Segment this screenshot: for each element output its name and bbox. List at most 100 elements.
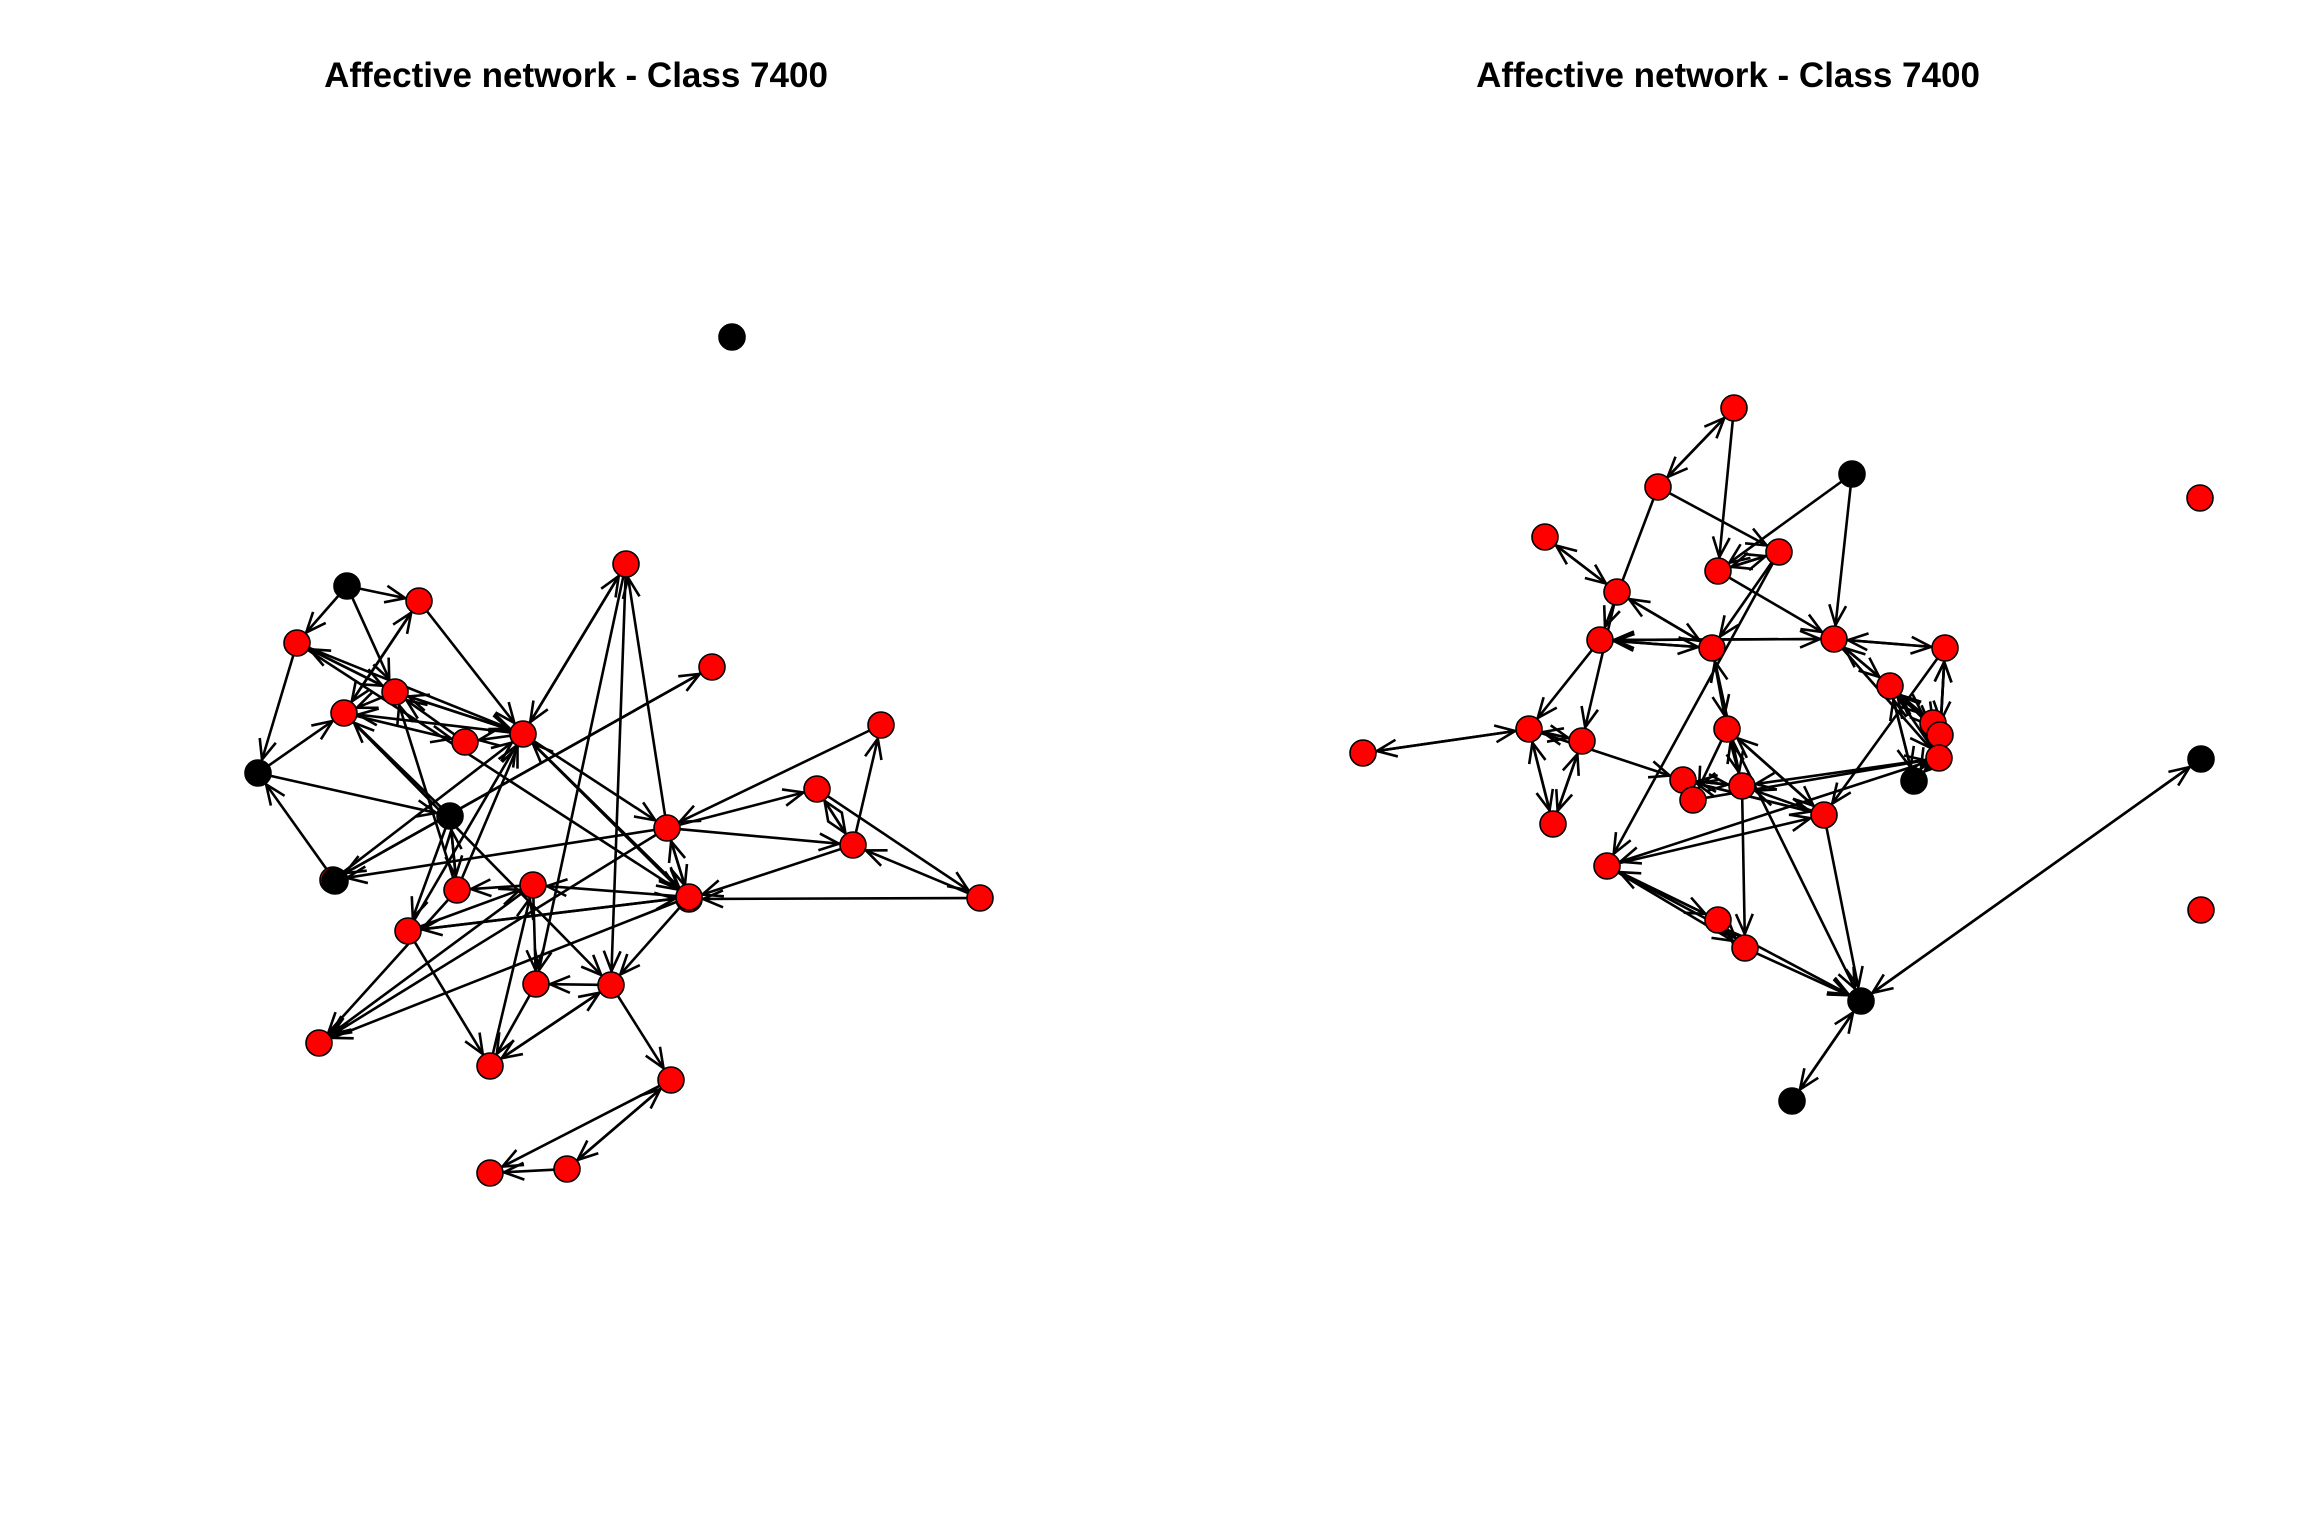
directed-edge [1373,729,1517,758]
arrowhead [1693,778,1719,798]
directed-edge [460,743,519,879]
directed-edge [343,672,703,875]
directed-edge [679,827,843,852]
node-red [283,629,311,657]
arrowhead [464,1032,485,1057]
node-red [394,917,422,945]
directed-edge [306,647,384,688]
node-red [1876,672,1904,700]
directed-edge [342,740,515,874]
node-red [1926,721,1954,749]
directed-edge [264,781,329,872]
directed-edge [1580,604,1616,731]
directed-edge [1527,739,1552,812]
directed-edge [495,994,531,1057]
arrowhead [862,849,888,867]
directed-edge [475,727,511,747]
directed-edge [359,584,409,604]
node-red [1539,810,1567,838]
directed-edge [1619,813,1814,865]
arrowhead [1561,751,1581,776]
arrowhead [1726,543,1751,565]
arrowhead [1933,658,1953,683]
node-red [1593,852,1621,880]
node-red [476,1159,504,1187]
edges-group [258,573,972,1181]
arrowhead [639,1086,663,1110]
arrowhead [383,584,409,604]
directed-edge [1612,562,1774,857]
arrowhead [1709,658,1729,684]
node-red [1349,739,1377,767]
node-red [553,1155,581,1183]
arrowhead [1828,603,1848,629]
node-red [1531,523,1559,551]
directed-edge [356,714,455,744]
arrowhead [1826,976,1852,997]
arrowhead [501,743,519,769]
arrowhead [543,877,568,898]
directed-edge [1870,765,2193,995]
arrowhead [1718,615,1740,640]
arrowhead [1788,813,1814,833]
node-red [1731,934,1759,962]
directed-edge [1697,740,1723,791]
arrowhead [633,801,659,823]
node-red [509,720,537,748]
directed-edge [1539,727,1570,746]
node-red [657,1066,685,1094]
directed-edge [1666,415,1727,479]
directed-edge [1540,731,1673,779]
directed-edge [267,719,336,767]
node-red [381,678,409,706]
arrowhead [497,743,518,768]
directed-edge [1626,597,1702,643]
directed-edge [1556,751,1581,813]
node-black [1900,767,1928,795]
arrowhead [354,707,380,727]
node-red [451,728,479,756]
arrowhead [353,691,379,710]
directed-edge [403,698,456,736]
directed-edge [546,974,599,995]
arrowhead [1734,913,1754,938]
directed-edge [1798,1009,1855,1092]
node-black [321,867,349,895]
arrowhead [1373,738,1399,758]
directed-edge [353,691,384,710]
arrowhead [644,1046,666,1072]
panel-title: Affective network - Class 7400 [1476,56,1980,95]
directed-edge [425,610,517,726]
node-red [1698,634,1726,662]
arrowhead [500,1161,525,1181]
arrowhead [1610,630,1635,650]
node-red [2186,484,2214,512]
arrowhead [328,1017,353,1038]
directed-edge [679,788,807,826]
arrowhead [498,887,524,906]
directed-edge [1617,870,1852,997]
arrowhead [1711,693,1731,719]
node-black [2187,745,2215,773]
directed-edge [258,655,295,763]
node-black [244,759,272,787]
directed-edge [533,740,659,823]
arrowhead [618,953,641,978]
arrowhead [602,950,622,975]
node-black [718,323,746,351]
arrowhead [678,672,703,692]
arrowhead [1535,696,1558,721]
arrowhead [1844,632,1869,652]
nodes-group [244,323,994,1187]
network-graph [244,323,994,1187]
node-red [330,699,358,727]
node-red [443,876,471,904]
directed-edge [354,707,511,734]
directed-edge [1553,543,1608,586]
directed-edge [1842,645,1881,679]
node-red [803,775,831,803]
directed-edge [1711,420,1735,561]
arrowhead [1697,765,1717,791]
arrowhead [533,948,553,974]
node-red [1728,772,1756,800]
